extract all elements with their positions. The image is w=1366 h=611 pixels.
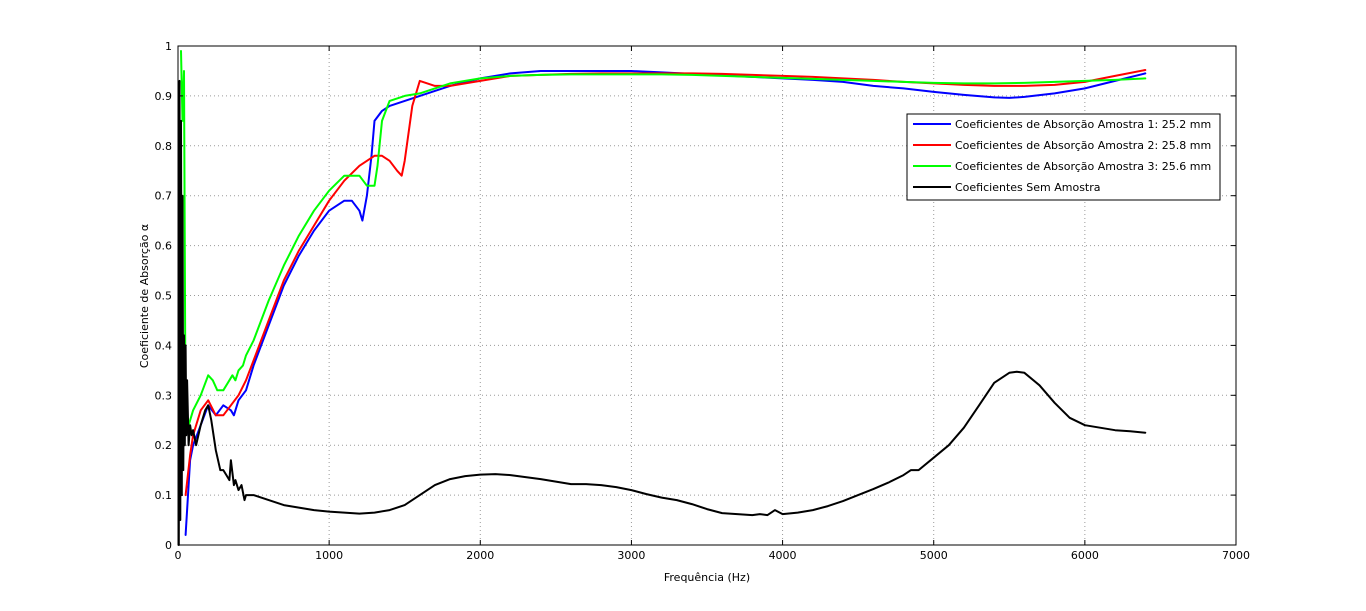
y-tick-label: 1: [165, 40, 172, 53]
legend-label-4: Coeficientes Sem Amostra: [955, 181, 1101, 194]
x-tick-label: 5000: [920, 549, 948, 562]
y-tick-label: 0.1: [155, 489, 173, 502]
y-tick-label: 0.3: [155, 389, 173, 402]
legend: Coeficientes de Absorção Amostra 1: 25.2…: [906, 113, 1221, 201]
x-tick-label: 1000: [315, 549, 343, 562]
grid-lines: [178, 46, 1236, 545]
y-tick-label: 0.6: [155, 240, 173, 253]
x-tick-label: 6000: [1071, 549, 1099, 562]
y-axis-label: Coeficiente de Absorção α: [138, 224, 151, 368]
y-tick-label: 0.2: [155, 439, 173, 452]
axis-ticks: 0 1000 2000 3000 4000 5000 6000 7000 0 0.1 0.2 0.3 0…: [155, 40, 1251, 562]
legend-box: [906, 113, 1221, 201]
legend-label-3: Coeficientes de Absorção Amostra 3: 25.6…: [955, 160, 1211, 173]
y-tick-label: 0.9: [155, 90, 173, 103]
legend-label-1: Coeficientes de Absorção Amostra 1: 25.2…: [955, 118, 1211, 131]
x-axis-label: Frequência (Hz): [664, 571, 750, 584]
y-tick-label: 0.5: [155, 290, 173, 303]
x-tick-label: 3000: [617, 549, 645, 562]
series-line-1: [184, 70, 1147, 536]
series-line-3: [180, 50, 1147, 437]
series-lines: [177, 50, 1147, 546]
x-tick-label: 7000: [1222, 549, 1250, 562]
y-tick-label: 0.4: [155, 339, 173, 352]
y-tick-label: 0: [165, 539, 172, 552]
y-tick-label: 0.7: [155, 190, 173, 203]
y-tick-label: 0.8: [155, 140, 173, 153]
x-tick-label: 4000: [769, 549, 797, 562]
series-line-4: [177, 79, 1147, 546]
x-tick-label: 0: [175, 549, 182, 562]
legend-label-2: Coeficientes de Absorção Amostra 2: 25.8…: [955, 139, 1211, 152]
x-tick-label: 2000: [466, 549, 494, 562]
